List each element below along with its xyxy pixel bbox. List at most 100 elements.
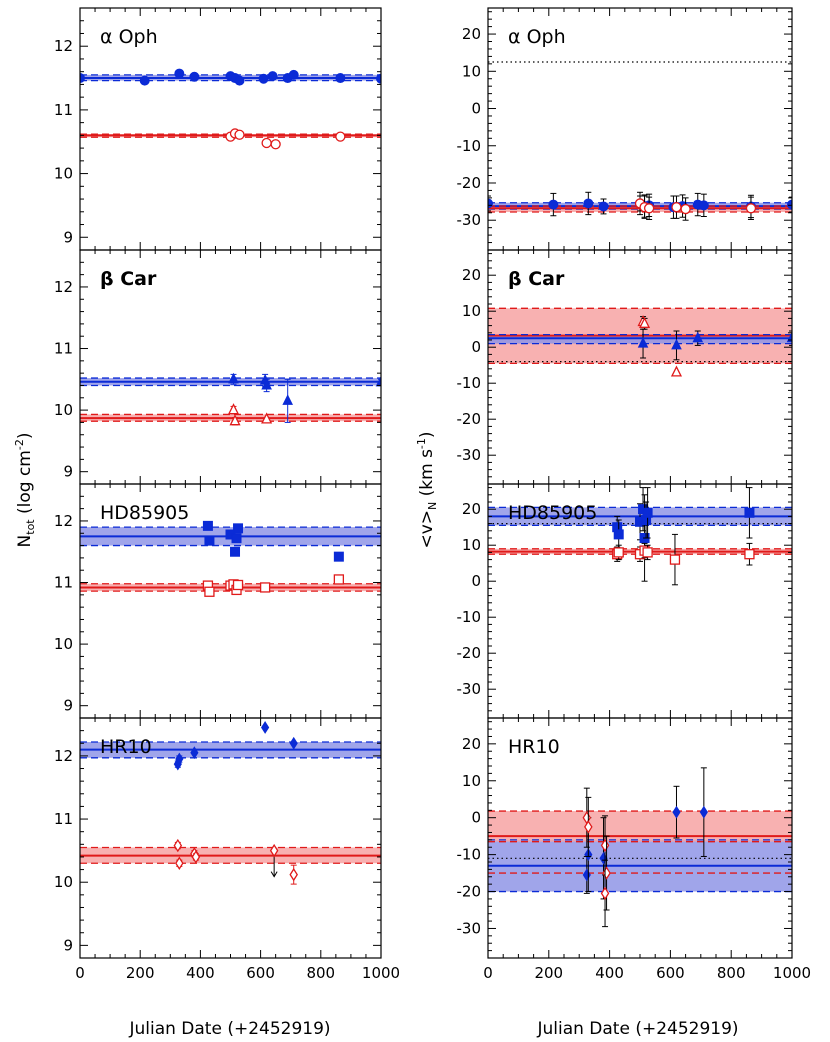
y-tick-label: -20 xyxy=(457,644,482,662)
y-tick-label: 10 xyxy=(462,536,481,554)
blue-data-point xyxy=(175,752,184,766)
panel-left-4: 9 10 11 12 0 200 400 600 800 1000 HR10 xyxy=(54,717,400,982)
plot-area xyxy=(488,487,792,586)
red-data-point xyxy=(669,554,681,565)
star-label: β Car xyxy=(100,268,157,290)
blue-data-point xyxy=(267,71,278,82)
y-tick-label: 9 xyxy=(63,463,73,481)
panel-left-3: 9 10 11 12 HD85905 xyxy=(54,483,382,719)
blue-data-point xyxy=(190,746,199,760)
blue-data-point xyxy=(189,71,200,82)
y-tick-label: -10 xyxy=(457,846,482,864)
y-tick-label: -20 xyxy=(457,883,482,901)
star-label: HR10 xyxy=(100,736,152,758)
blue-data-point xyxy=(598,201,609,212)
x-axis-label-right: Julian Date (+2452919) xyxy=(536,1019,738,1038)
y-tick-label: 10 xyxy=(54,873,73,891)
right-y-axis-label: <v>N (km s-1) xyxy=(415,431,439,548)
blue-data-point xyxy=(698,200,709,211)
red-data-point xyxy=(613,547,624,558)
blue-data-point xyxy=(234,75,245,86)
red-data-point xyxy=(642,547,653,558)
red-data-point xyxy=(232,579,244,591)
red-data-point xyxy=(229,414,241,426)
y-tick-label: -10 xyxy=(457,608,482,626)
x-tick-label: 800 xyxy=(717,964,746,982)
red-data-point xyxy=(333,574,345,585)
right-ylabel-close: ) xyxy=(417,431,437,438)
red-data-point xyxy=(204,586,215,597)
red-data-point xyxy=(270,139,281,150)
blue-data-point xyxy=(375,375,381,387)
red-data-point xyxy=(191,850,201,864)
x-axis-label-left: Julian Date (+2452919) xyxy=(128,1019,330,1038)
x-tick-label: 600 xyxy=(656,964,685,982)
red-data-point xyxy=(335,131,346,142)
y-tick-label: -20 xyxy=(457,410,482,428)
y-tick-label: 9 xyxy=(63,228,73,246)
red-data-point xyxy=(600,886,610,901)
x-tick-label: 600 xyxy=(246,964,275,982)
y-tick-label: -30 xyxy=(457,211,482,229)
y-tick-label: 20 xyxy=(462,25,481,43)
blue-data-point xyxy=(671,338,682,350)
x-tick-label: 1000 xyxy=(362,964,400,982)
upper-limit-arrowhead xyxy=(270,871,278,878)
plot-area xyxy=(80,520,381,597)
blue-data-point xyxy=(233,523,244,534)
panel-right-1: -30 -20 -10 0 10 20 α Oph xyxy=(457,7,793,251)
y-tick-label: 12 xyxy=(54,747,73,765)
blue-data-point xyxy=(174,68,185,79)
blue-data-point xyxy=(672,805,681,819)
y-tick-label: 11 xyxy=(54,340,73,358)
x-tick-label: 200 xyxy=(534,964,563,982)
blue-data-point xyxy=(289,736,298,750)
blue-data-point xyxy=(230,546,241,557)
red-data-point xyxy=(670,365,683,377)
blue-data-point xyxy=(258,73,269,84)
y-tick-label: -10 xyxy=(457,137,482,155)
left-y-axis-label: Ntot (log cm-2) xyxy=(13,433,37,548)
panel-right-3: -30 -20 -10 0 10 20 HD85905 xyxy=(457,483,793,719)
x-tick-label: 1000 xyxy=(773,964,811,982)
blue-data-point xyxy=(288,69,299,80)
plot-area xyxy=(488,767,792,928)
blue-data-point xyxy=(80,73,85,84)
y-tick-label: 12 xyxy=(54,278,73,296)
y-tick-label: -10 xyxy=(457,374,482,392)
blue-data-point xyxy=(335,73,346,84)
left-ylabel-rest: (log cm xyxy=(15,450,35,519)
y-tick-label: 10 xyxy=(54,635,73,653)
y-tick-label: 11 xyxy=(54,101,73,119)
left-ylabel-sup: -2 xyxy=(13,439,26,450)
plot-area xyxy=(80,372,381,426)
plot-area xyxy=(488,307,792,377)
star-label: HR10 xyxy=(508,736,560,758)
x-tick-label: 400 xyxy=(595,964,624,982)
blue-data-point xyxy=(333,551,344,562)
red-data-point xyxy=(671,202,682,213)
red-data-point xyxy=(269,843,279,858)
right-ylabel-main: <v> xyxy=(417,510,437,549)
red-data-point xyxy=(744,549,755,560)
red-data-point xyxy=(227,403,240,415)
blue-data-point xyxy=(282,394,293,405)
red-data-point xyxy=(289,867,298,882)
x-tick-label: 200 xyxy=(126,964,155,982)
y-tick-label: 0 xyxy=(471,809,481,827)
y-tick-label: 0 xyxy=(471,100,481,118)
blue-data-point xyxy=(548,199,559,210)
y-tick-label: 0 xyxy=(471,338,481,356)
y-tick-label: -30 xyxy=(457,680,482,698)
blue-data-point xyxy=(204,535,215,546)
y-tick-label: 10 xyxy=(462,772,481,790)
y-tick-label: 12 xyxy=(54,37,73,55)
red-data-point xyxy=(680,203,691,215)
panel-left-2: 9 10 11 12 β Car xyxy=(54,249,382,485)
blue-data-point xyxy=(642,507,653,518)
red-data-point xyxy=(259,582,271,593)
star-label: HD85905 xyxy=(100,502,189,524)
